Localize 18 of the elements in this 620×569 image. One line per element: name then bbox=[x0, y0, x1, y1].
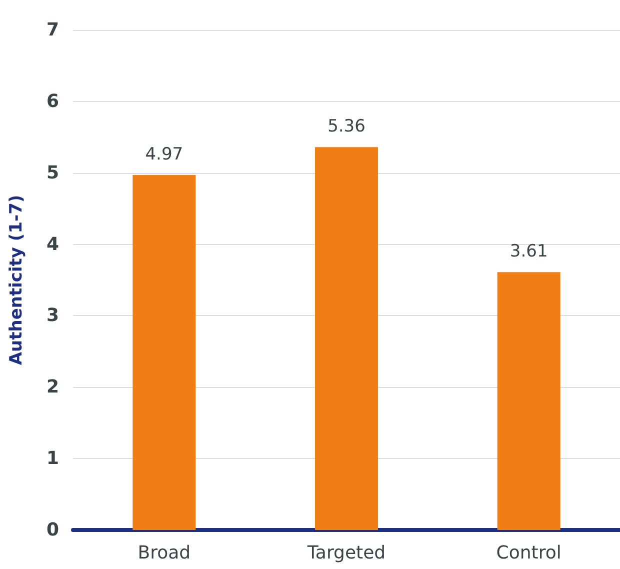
y-tick-label: 5 bbox=[46, 162, 59, 184]
x-tick-label: Targeted bbox=[306, 542, 386, 564]
y-tick-label: 2 bbox=[46, 376, 59, 398]
data-label: 5.36 bbox=[328, 116, 366, 137]
y-tick-label: 6 bbox=[46, 90, 59, 112]
y-tick-label: 4 bbox=[46, 234, 59, 255]
data-label: 3.61 bbox=[510, 242, 548, 262]
x-tick-label: Control bbox=[496, 542, 562, 564]
data-label: 4.97 bbox=[145, 144, 184, 164]
y-axis-title: Authenticity (1-7) bbox=[6, 194, 26, 366]
bar bbox=[132, 175, 196, 530]
x-tick-label: Broad bbox=[138, 542, 191, 564]
y-tick-label: 3 bbox=[46, 305, 59, 326]
bar bbox=[497, 272, 560, 530]
bar bbox=[315, 147, 378, 530]
y-tick-label: 1 bbox=[46, 448, 59, 470]
y-tick-label: 7 bbox=[46, 20, 59, 40]
y-tick-label: 0 bbox=[46, 520, 59, 540]
